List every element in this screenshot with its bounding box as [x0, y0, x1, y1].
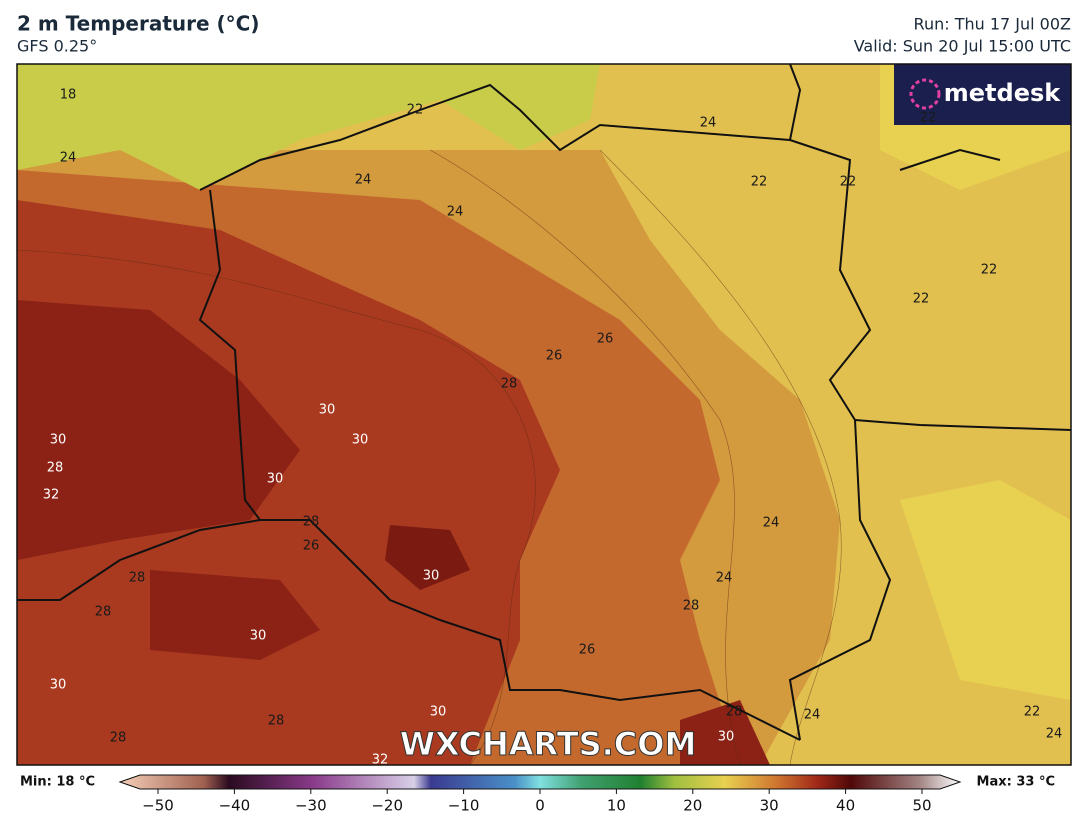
contour-label: 22 — [407, 103, 424, 118]
colorbar-min: Min: 18 °C — [20, 775, 95, 790]
contour-label: 24 — [700, 116, 717, 131]
contour-label: 24 — [60, 151, 77, 166]
contour-label: 30 — [50, 433, 67, 448]
contour-label: 28 — [129, 571, 146, 586]
colorbar-tick-label: 30 — [760, 797, 779, 815]
colorbar-tick-label: 10 — [607, 797, 626, 815]
contour-label: 24 — [447, 205, 464, 220]
contour-label: 22 — [1024, 705, 1041, 720]
contour-label: 30 — [319, 403, 336, 418]
colorbar-max: Max: 33 °C — [977, 775, 1055, 790]
colorbar-tick-label: 20 — [683, 797, 702, 815]
contour-label: 22 — [913, 292, 930, 307]
contour-label: 28 — [303, 515, 320, 530]
contour-label: 26 — [579, 643, 596, 658]
contour-label: 30 — [250, 629, 267, 644]
contour-label: 24 — [716, 571, 733, 586]
contour-label: 30 — [423, 569, 440, 584]
colorbar-tick-label: 40 — [836, 797, 855, 815]
colorbar-tick-label: 50 — [912, 797, 931, 815]
contour-label: 30 — [50, 678, 67, 693]
title: 2 m Temperature (°C) — [17, 12, 259, 36]
contour-label: 30 — [430, 705, 447, 720]
contour-label: 26 — [546, 349, 563, 364]
contour-label: 26 — [303, 539, 320, 554]
contour-label: 18 — [60, 88, 77, 103]
contour-label: 22 — [981, 263, 998, 278]
colorbar-tick-label: −20 — [371, 797, 403, 815]
colorbar-tick-label: −40 — [219, 797, 251, 815]
contour-label: 28 — [683, 599, 700, 614]
contour-label: 30 — [267, 472, 284, 487]
contour-label: 28 — [268, 714, 285, 729]
run: Run: Thu 17 Jul 00Z — [914, 15, 1071, 34]
contour-label: 24 — [804, 708, 821, 723]
colorbar-tick-label: −10 — [448, 797, 480, 815]
contour-label: 32 — [43, 488, 60, 503]
contour-label: 28 — [95, 605, 112, 620]
contour-label: 28 — [110, 731, 127, 746]
contour-label: 24 — [1046, 727, 1063, 742]
logo: metdesk — [944, 79, 1062, 107]
map: metdesk 18 22 24 24 24 24 22 22 22 22 26… — [16, 63, 1072, 768]
watermark: WXCHARTS.COM — [400, 725, 697, 763]
contour-label: 24 — [763, 516, 780, 531]
contour-label: 28 — [501, 377, 518, 392]
valid: Valid: Sun 20 Jul 15:00 UTC — [854, 37, 1071, 56]
colorbar-tick-label: 0 — [535, 797, 545, 815]
colorbar-tick-label: −50 — [142, 797, 174, 815]
contour-label: 22 — [840, 175, 857, 190]
contour-label: 26 — [597, 332, 614, 347]
model: GFS 0.25° — [17, 37, 97, 56]
contour-label: 28 — [726, 705, 743, 720]
contour-label: 22 — [751, 175, 768, 190]
contour-label: 30 — [352, 433, 369, 448]
colorbar: Min: 18 °C Max: 33 °C −50 −40 −30 −20 −10 0 10… — [20, 774, 1055, 815]
contour-label: 30 — [718, 730, 735, 745]
contour-label: 28 — [47, 461, 64, 476]
colorbar-tick-label: −30 — [295, 797, 327, 815]
contour-label: 24 — [355, 173, 372, 188]
contour-label: 32 — [372, 753, 389, 768]
contour-label: 22 — [920, 111, 937, 126]
